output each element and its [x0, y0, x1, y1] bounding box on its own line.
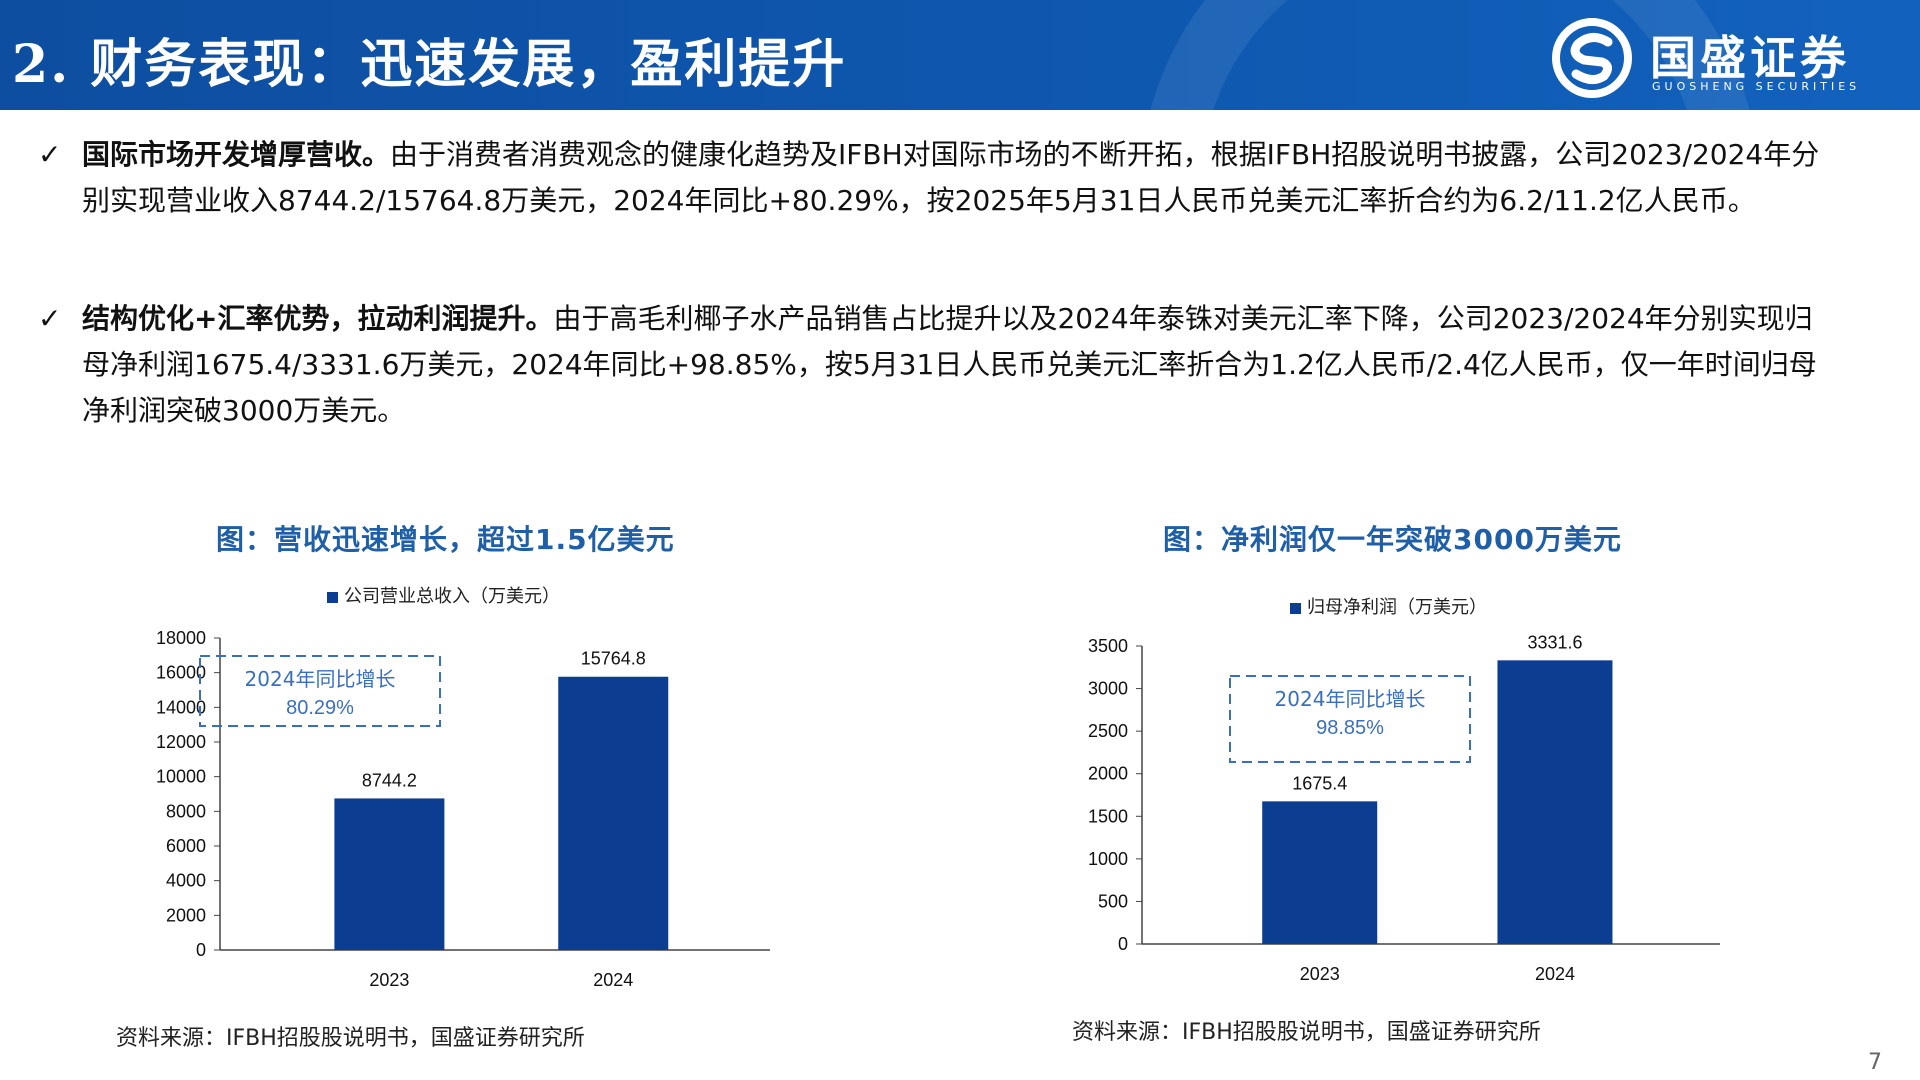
- y-tick-label: 10000: [156, 767, 206, 787]
- y-tick-label: 1000: [1088, 849, 1128, 869]
- source-note: 资料来源：IFBH招股股说明书，国盛证券研究所: [116, 1026, 585, 1051]
- data-label: 15764.8: [581, 649, 646, 669]
- y-tick-label: 6000: [166, 836, 206, 856]
- logo-chinese-text: 国盛证券: [1650, 31, 1850, 85]
- y-tick-label: 500: [1098, 891, 1128, 911]
- y-tick-label: 3000: [1088, 679, 1128, 699]
- bullet-lead: 国际市场开发增厚营收。: [82, 138, 391, 171]
- y-tick-label: 18000: [156, 628, 206, 648]
- y-tick-label: 2500: [1088, 721, 1128, 741]
- y-tick-label: 12000: [156, 732, 206, 752]
- y-tick-label: 0: [1118, 934, 1128, 954]
- annotation-box: [1229, 675, 1471, 763]
- chart-title-revenue: 图：营收迅速增长，超过1.5亿美元: [216, 523, 675, 556]
- y-tick-label: 0: [196, 940, 206, 960]
- bullet-text: 结构优化+汇率优势，拉动利润提升。由于高毛利椰子水产品销售占比提升以及2024年…: [82, 296, 1822, 434]
- annotation-line: 2024年同比增长: [1275, 687, 1426, 711]
- check-icon: ✓: [38, 138, 62, 171]
- y-tick-label: 2000: [1088, 764, 1128, 784]
- annotation-box: [199, 655, 441, 727]
- data-label: 3331.6: [1527, 632, 1582, 652]
- legend-swatch: [1290, 602, 1301, 614]
- bar: [1262, 801, 1378, 944]
- legend-swatch: [327, 591, 338, 603]
- profit-bar-chart: 0 500 1000 1500 2000 2500 3000 3500 1675.4 2023 33…: [1088, 632, 1720, 984]
- legend-profit: 归母净利润（万美元）: [1290, 593, 1487, 619]
- legend-revenue: 公司营业总收入（万美元）: [327, 582, 560, 608]
- y-tick-label: 3500: [1088, 636, 1128, 656]
- data-label: 8744.2: [362, 770, 417, 790]
- header-bar: 2. 财务表现：迅速发展，盈利提升 国盛证券 GUOSHENG SECURITI…: [0, 0, 1920, 110]
- y-tick-label: 16000: [156, 663, 206, 683]
- bar: [334, 798, 445, 950]
- y-tick-label: 8000: [166, 801, 206, 821]
- check-icon: ✓: [38, 302, 62, 335]
- annotation-value: 98.85%: [1316, 717, 1384, 739]
- revenue-bar-chart: 0 2000 4000 6000 8000 10000 12000 14000 16000 180…: [156, 628, 770, 990]
- y-tick-label: 4000: [166, 871, 206, 891]
- page-number: 7: [1868, 1050, 1882, 1075]
- guosheng-logo-icon: [1552, 18, 1632, 98]
- chart-title-profit: 图：净利润仅一年突破3000万美元: [1163, 523, 1622, 556]
- annotation-line: 2024年同比增长: [245, 667, 396, 691]
- x-tick-label: 2024: [1535, 964, 1575, 984]
- annotation-value: 80.29%: [286, 697, 354, 719]
- bullet-lead: 结构优化+汇率优势，拉动利润提升。: [82, 302, 554, 335]
- company-logo: 国盛证券 GUOSHENG SECURITIES: [1550, 18, 1910, 98]
- y-tick-label: 2000: [166, 905, 206, 925]
- data-label: 1675.4: [1292, 773, 1347, 793]
- legend-label: 公司营业总收入（万美元）: [344, 586, 560, 607]
- x-tick-label: 2024: [593, 970, 633, 990]
- page-title: 2. 财务表现：迅速发展，盈利提升: [12, 34, 847, 95]
- x-tick-label: 2023: [369, 970, 409, 990]
- y-tick-label: 14000: [156, 697, 206, 717]
- legend-label: 归母净利润（万美元）: [1307, 597, 1487, 618]
- bar: [1497, 660, 1613, 944]
- x-tick-label: 2023: [1300, 964, 1340, 984]
- source-note: 资料来源：IFBH招股股说明书，国盛证券研究所: [1072, 1020, 1541, 1045]
- bullet-body: 由于消费者消费观念的健康化趋势及IFBH对国际市场的不断开拓，根据IFBH招股说…: [82, 138, 1820, 217]
- y-tick-label: 1500: [1088, 806, 1128, 826]
- bullet-text: 国际市场开发增厚营收。由于消费者消费观念的健康化趋势及IFBH对国际市场的不断开…: [82, 132, 1822, 224]
- bullet-body: 由于高毛利椰子水产品销售占比提升以及2024年泰铢对美元汇率下降，公司2023/…: [82, 302, 1817, 427]
- bar: [558, 676, 669, 950]
- logo-english-text: GUOSHENG SECURITIES: [1652, 80, 1861, 93]
